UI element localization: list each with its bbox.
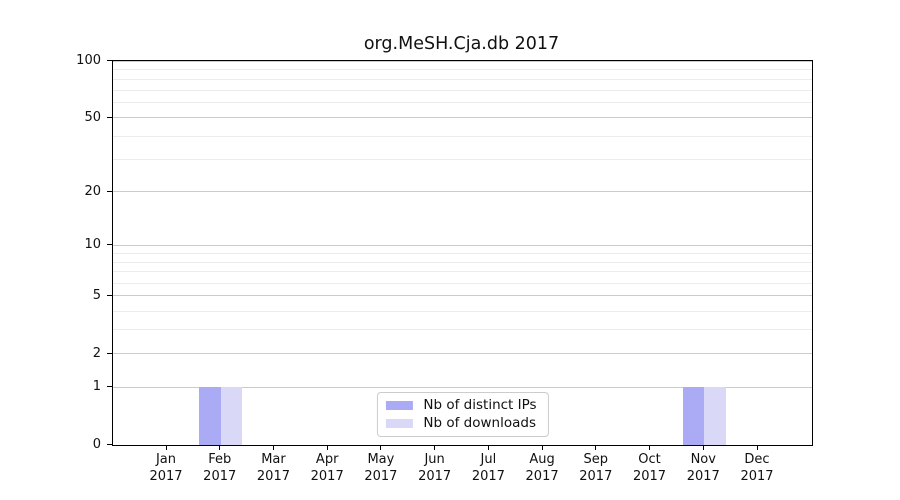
minor-gridline [113, 252, 812, 254]
x-tick [487, 445, 489, 450]
x-tick-label: Dec 2017 [740, 452, 774, 484]
y-tick [107, 444, 112, 445]
x-tick-label: Jan 2017 [149, 452, 183, 484]
y-tick [107, 386, 112, 388]
y-tick-label: 10 [84, 237, 101, 253]
major-gridline [113, 353, 812, 355]
minor-gridline [113, 102, 812, 104]
y-tick [107, 294, 112, 296]
legend-swatch [385, 419, 413, 428]
legend: Nb of distinct IPs Nb of downloads [376, 392, 549, 437]
x-tick-label: Mar 2017 [256, 452, 290, 484]
x-tick-label: Jul 2017 [471, 452, 505, 484]
bar-nb-of-downloads [220, 387, 243, 445]
major-gridline [113, 117, 812, 119]
minor-gridline [113, 135, 812, 137]
minor-gridline [113, 329, 812, 331]
x-tick-label: Jun 2017 [418, 452, 452, 484]
bar-nb-of-distinct-ips [199, 387, 221, 445]
minor-gridline [113, 78, 812, 80]
legend-label: Nb of distinct IPs [423, 397, 537, 413]
x-tick-label: Nov 2017 [686, 452, 720, 484]
y-tick-label: 100 [76, 53, 101, 68]
major-gridline [113, 244, 812, 246]
minor-gridline [113, 261, 812, 263]
x-tick-label: Feb 2017 [203, 452, 237, 484]
chart-title: org.MeSH.Cja.db 2017 [363, 34, 560, 54]
major-gridline [113, 386, 812, 388]
legend-swatch [385, 401, 413, 410]
x-tick-label: Oct 2017 [632, 452, 667, 484]
x-tick [272, 445, 274, 450]
major-gridline [113, 60, 812, 62]
x-tick [165, 445, 167, 450]
minor-gridline [113, 158, 812, 160]
legend-label: Nb of downloads [423, 415, 536, 431]
minor-gridline [113, 310, 812, 312]
x-tick [380, 445, 382, 450]
y-tick [107, 244, 112, 246]
x-tick [541, 445, 543, 450]
x-tick-label: Apr 2017 [310, 452, 344, 484]
y-tick-label: 0 [92, 437, 101, 452]
y-tick [107, 60, 112, 61]
y-tick-label: 50 [84, 109, 101, 125]
x-tick-label: May 2017 [364, 452, 398, 484]
x-tick [702, 445, 704, 450]
x-tick-label: Aug 2017 [525, 452, 559, 484]
x-tick [595, 445, 597, 450]
y-tick [107, 116, 112, 118]
y-tick-label: 5 [92, 287, 101, 303]
y-tick-label: 20 [84, 183, 101, 199]
y-tick [107, 352, 112, 354]
minor-gridline [113, 271, 812, 273]
legend-row: Nb of downloads [385, 416, 536, 431]
plot-area: Nb of distinct IPs Nb of downloads [112, 60, 813, 446]
major-gridline [113, 295, 812, 297]
minor-gridline [113, 89, 812, 91]
y-tick-label: 1 [92, 379, 101, 395]
x-tick [649, 445, 651, 450]
x-tick [326, 445, 328, 450]
y-tick-label: 2 [92, 345, 101, 361]
major-gridline [113, 191, 812, 193]
y-tick [107, 190, 112, 192]
bar-nb-of-downloads [704, 387, 726, 445]
x-tick-label: Sep 2017 [579, 452, 613, 484]
minor-gridline [113, 282, 812, 284]
legend-row: Nb of distinct IPs [385, 397, 537, 413]
x-tick [434, 445, 436, 450]
minor-gridline [113, 69, 812, 71]
bar-nb-of-distinct-ips [682, 387, 705, 445]
x-tick [756, 445, 758, 450]
x-tick [219, 445, 221, 450]
